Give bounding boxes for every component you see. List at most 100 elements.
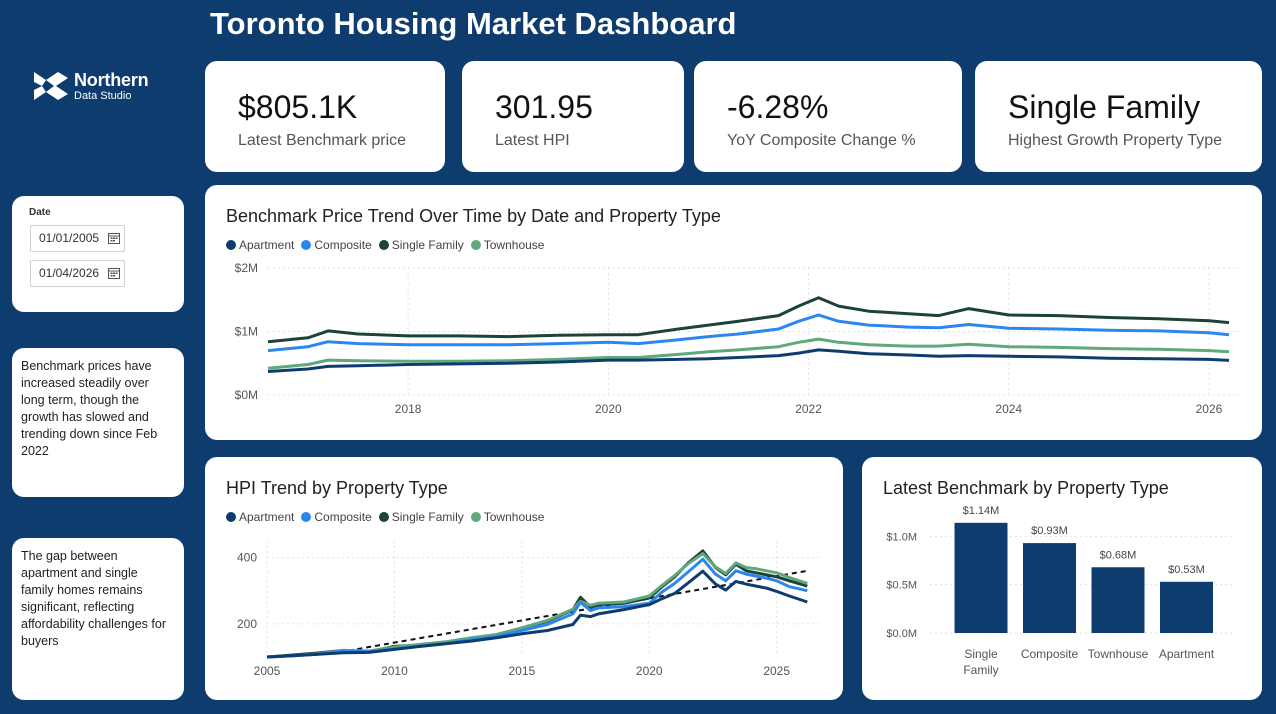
date-filter-card: Date 01/01/2005 01/04/2026 <box>12 196 184 312</box>
kpi-card-yoy-change: -6.28% YoY Composite Change % <box>694 61 962 172</box>
legend-item[interactable]: Apartment <box>226 510 294 524</box>
legend-label: Single Family <box>391 510 464 524</box>
bar <box>1023 543 1076 633</box>
logo-name: Northern <box>74 69 149 90</box>
legend-item[interactable]: Single Family <box>378 238 464 252</box>
x-tick-label: 2025 <box>763 664 790 678</box>
x-tick-label: 2015 <box>508 664 535 678</box>
start-date-value: 01/01/2005 <box>39 231 100 245</box>
kpi-card-hpi: 301.95 Latest HPI <box>462 61 684 172</box>
legend-label: Composite <box>314 510 372 524</box>
dashboard-title: Toronto Housing Market Dashboard <box>210 6 737 41</box>
benchmark-trend-card: Benchmark Price Trend Over Time by Date … <box>205 185 1262 440</box>
series-line-apartment <box>266 569 808 659</box>
latest-benchmark-card: Latest Benchmark by Property Type $0.0M $… <box>862 457 1262 700</box>
legend-label: Composite <box>314 238 372 252</box>
legend-label: Apartment <box>239 510 295 524</box>
calendar-icon[interactable] <box>108 267 120 279</box>
x-category-label: Townhouse <box>1088 647 1149 661</box>
series-line-townhouse <box>267 337 1230 370</box>
kpi-value: Single Family <box>1008 89 1201 125</box>
date-filter-label: Date <box>29 207 51 218</box>
kpi-label: Highest Growth Property Type <box>1008 132 1223 149</box>
y-tick-label: 200 <box>237 617 257 631</box>
x-tick-label: 2026 <box>1196 402 1223 416</box>
x-category-label: Composite <box>1021 647 1079 661</box>
legend-label: Townhouse <box>483 510 545 524</box>
y-tick-label: $0M <box>235 388 258 402</box>
x-tick-label: 2020 <box>595 402 622 416</box>
chart-title: Latest Benchmark by Property Type <box>883 478 1169 498</box>
logo-subtitle: Data Studio <box>74 89 132 102</box>
legend-dot-icon <box>226 240 236 250</box>
legend-dot-icon <box>226 512 236 522</box>
chart-legend: Apartment Composite Single Family Townho… <box>226 510 551 524</box>
legend-item[interactable]: Townhouse <box>470 238 545 252</box>
x-category-label: Single <box>964 647 998 661</box>
hpi-line-chart: 200 400 2005 2010 2015 2020 2025 <box>237 541 820 678</box>
legend-dot-icon <box>301 512 312 522</box>
legend-dot-icon <box>470 240 481 250</box>
y-tick-label: $1M <box>235 325 258 339</box>
y-tick-label: $1.0M <box>886 531 917 543</box>
end-date-value: 01/04/2026 <box>39 266 100 280</box>
x-category-label: Family <box>963 663 998 677</box>
series-line-townhouse <box>266 552 808 659</box>
logo-mark-icon <box>34 72 68 100</box>
bar-data-label: $1.14M <box>963 505 1000 517</box>
legend-dot-icon <box>470 512 481 522</box>
x-tick-label: 2018 <box>395 402 422 416</box>
x-tick-label: 2020 <box>636 664 663 678</box>
series-line-single-family <box>267 296 1230 344</box>
hpi-trend-card: HPI Trend by Property Type Apartment Com… <box>205 457 843 700</box>
legend-dot-icon <box>301 240 312 250</box>
insight-note-card: The gap between apartment and single fam… <box>12 538 184 700</box>
calendar-icon[interactable] <box>108 232 120 244</box>
series-line-single-family <box>266 549 808 659</box>
x-tick-label: 2005 <box>254 664 281 678</box>
legend-label: Townhouse <box>483 238 545 252</box>
x-tick-label: 2010 <box>381 664 408 678</box>
bar <box>1160 581 1213 633</box>
legend-dot-icon <box>378 240 389 250</box>
chart-title: HPI Trend by Property Type <box>226 478 448 498</box>
bar-data-label: $0.53M <box>1168 564 1205 576</box>
y-tick-label: 400 <box>237 551 257 565</box>
bar-data-label: $0.68M <box>1100 549 1137 561</box>
series-line-composite <box>267 313 1230 353</box>
legend-item[interactable]: Composite <box>301 238 372 252</box>
kpi-label: YoY Composite Change % <box>727 132 916 149</box>
kpi-value: -6.28% <box>727 89 829 125</box>
legend-item[interactable]: Composite <box>301 510 372 524</box>
y-tick-label: $0.0M <box>886 628 917 640</box>
benchmark-bar-chart: $0.0M $0.5M $1.0M $1.14M Single Family $0.93M C… <box>886 505 1232 677</box>
legend-item[interactable]: Townhouse <box>470 510 545 524</box>
x-category-label: Apartment <box>1159 647 1215 661</box>
insight-note-text: Benchmark prices have increased steadily… <box>21 359 158 458</box>
series-line-apartment <box>267 348 1230 373</box>
chart-legend: Apartment Composite Single Family Townho… <box>226 238 551 252</box>
legend-label: Apartment <box>239 238 295 252</box>
benchmark-line-chart: $0M $1M $2M 2018 2020 2022 2024 2026 <box>235 261 1239 416</box>
legend-item[interactable]: Apartment <box>226 238 294 252</box>
kpi-card-benchmark-price: $805.1K Latest Benchmark price <box>205 61 445 172</box>
y-tick-label: $0.5M <box>886 580 917 592</box>
insight-note-text: The gap between apartment and single fam… <box>21 549 166 648</box>
chart-title: Benchmark Price Trend Over Time by Date … <box>226 206 721 226</box>
kpi-value: $805.1K <box>238 89 358 125</box>
end-date-input[interactable]: 01/04/2026 <box>30 260 125 287</box>
insight-note-card: Benchmark prices have increased steadily… <box>12 348 184 497</box>
start-date-input[interactable]: 01/01/2005 <box>30 225 125 252</box>
legend-item[interactable]: Single Family <box>378 510 464 524</box>
y-tick-label: $2M <box>235 261 258 275</box>
legend-label: Single Family <box>391 238 464 252</box>
x-tick-label: 2024 <box>995 402 1022 416</box>
kpi-label: Latest HPI <box>495 132 570 149</box>
kpi-card-highest-growth: Single Family Highest Growth Property Ty… <box>975 61 1262 172</box>
x-tick-label: 2022 <box>795 402 822 416</box>
legend-dot-icon <box>378 512 389 522</box>
kpi-value: 301.95 <box>495 89 593 125</box>
kpi-label: Latest Benchmark price <box>238 132 407 149</box>
bar <box>1091 567 1145 633</box>
company-logo: Northern Data Studio <box>32 68 149 104</box>
